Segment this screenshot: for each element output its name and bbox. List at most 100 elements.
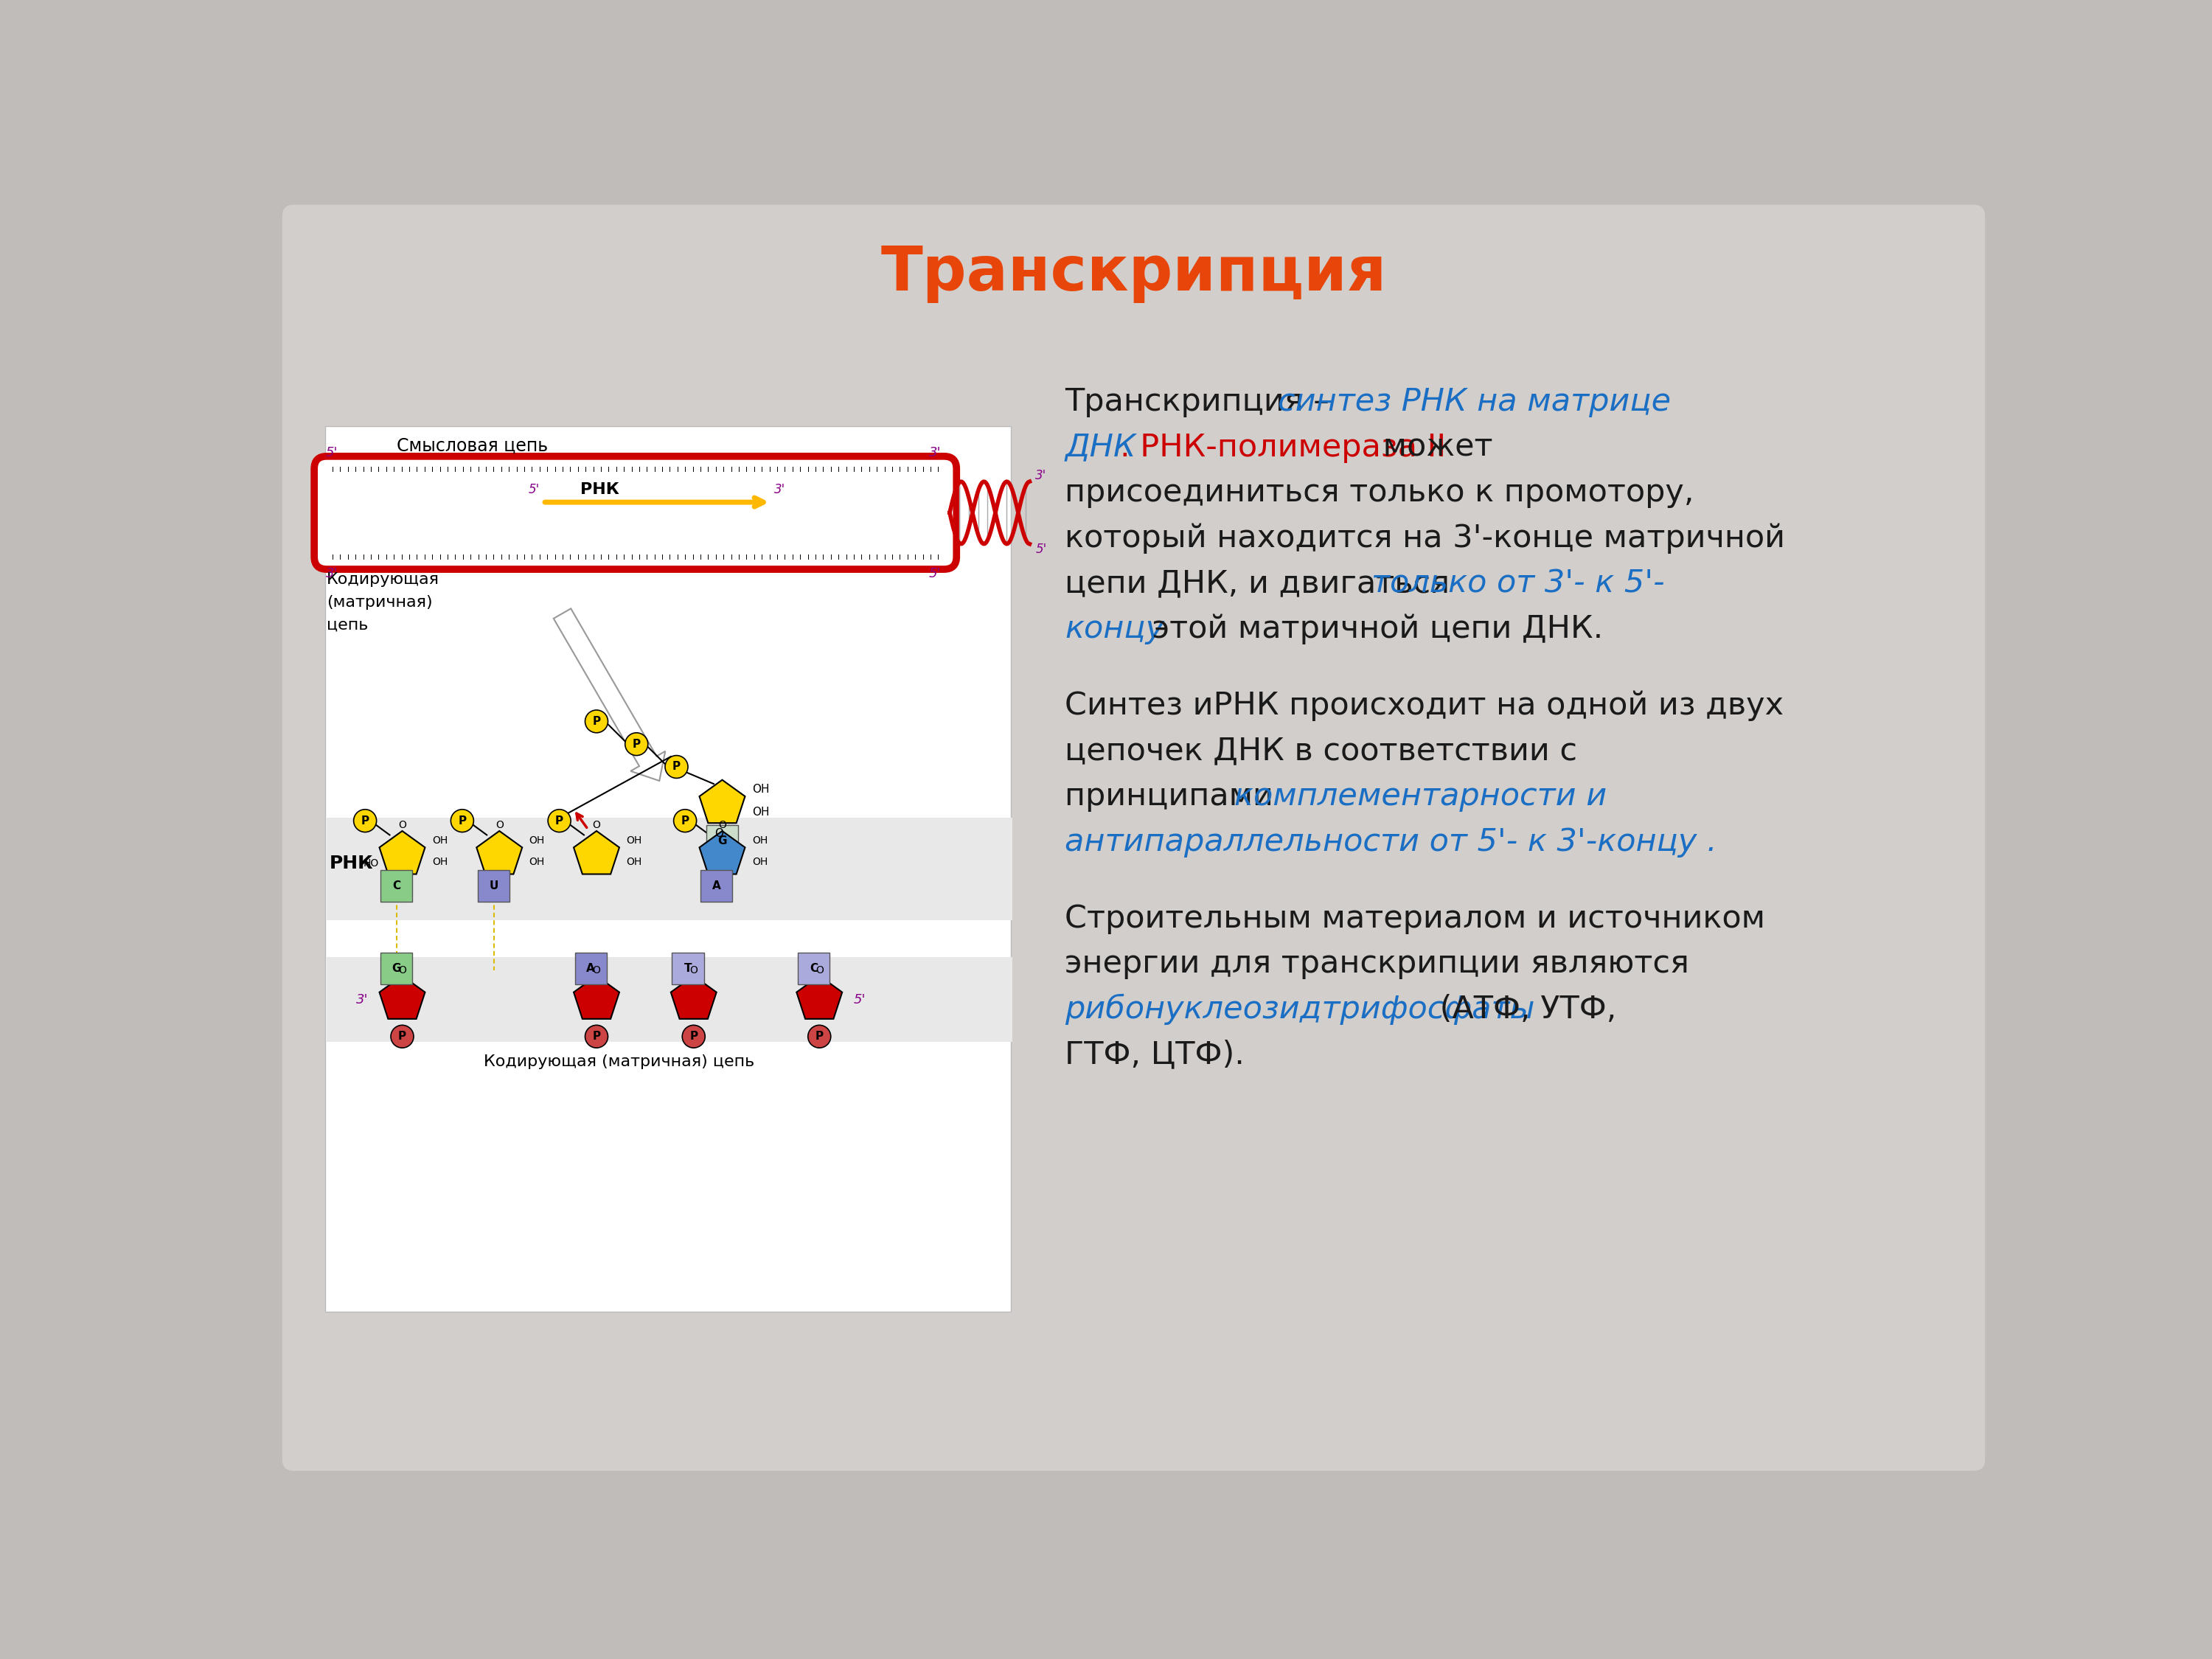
Text: присоединиться только к промотору,: присоединиться только к промотору, [1066, 478, 1694, 508]
Text: 5': 5' [1035, 542, 1046, 556]
Text: 3': 3' [1035, 469, 1046, 483]
Text: OH: OH [752, 856, 768, 866]
FancyArrow shape [553, 609, 666, 781]
Circle shape [681, 1025, 706, 1048]
Text: антипараллельности от 5'- к 3'-концу .: антипараллельности от 5'- к 3'-концу . [1066, 826, 1717, 858]
Text: комплементарности и: комплементарности и [1234, 781, 1608, 811]
Text: O: O [593, 820, 599, 831]
FancyBboxPatch shape [380, 952, 411, 984]
Text: P: P [361, 815, 369, 826]
Text: P: P [398, 1030, 407, 1042]
Polygon shape [476, 831, 522, 874]
Text: рибонуклеозидтрифосфаты: рибонуклеозидтрифосфаты [1066, 994, 1535, 1025]
Text: может: может [1374, 431, 1493, 463]
Text: цепь: цепь [327, 617, 369, 632]
Text: O: O [816, 966, 823, 975]
Text: 5': 5' [929, 567, 940, 581]
Polygon shape [670, 975, 717, 1019]
Circle shape [807, 1025, 832, 1048]
Text: 5': 5' [854, 994, 865, 1007]
Text: O: O [714, 828, 723, 839]
Text: A: A [586, 962, 595, 974]
Circle shape [549, 810, 571, 833]
Circle shape [675, 810, 697, 833]
Text: цепи ДНК, и двигаться: цепи ДНК, и двигаться [1066, 567, 1460, 599]
Text: Транскрипция: Транскрипция [880, 242, 1387, 302]
Text: OH: OH [431, 856, 447, 866]
Text: (АТФ, УТФ,: (АТФ, УТФ, [1429, 994, 1617, 1025]
Text: только от 3'- к 5'-: только от 3'- к 5'- [1371, 567, 1663, 599]
FancyBboxPatch shape [575, 952, 606, 984]
Circle shape [354, 810, 376, 833]
FancyBboxPatch shape [327, 818, 1013, 921]
Circle shape [392, 1025, 414, 1048]
Text: Строительным материалом и источником: Строительным материалом и источником [1066, 902, 1765, 934]
Text: который находится на 3'-конце матричной: который находится на 3'-конце матричной [1066, 523, 1785, 554]
FancyBboxPatch shape [314, 456, 956, 569]
Text: 5': 5' [325, 446, 338, 460]
Text: синтез РНК на матрице: синтез РНК на матрице [1279, 387, 1670, 418]
FancyBboxPatch shape [701, 871, 732, 902]
Text: P: P [816, 1030, 823, 1042]
Text: OH: OH [431, 836, 447, 846]
Polygon shape [573, 831, 619, 874]
Text: концу: концу [1066, 614, 1166, 644]
FancyBboxPatch shape [672, 952, 703, 984]
Text: Синтез иРНК происходит на одной из двух: Синтез иРНК происходит на одной из двух [1066, 690, 1785, 722]
Text: 3': 3' [325, 567, 338, 581]
Text: РНК: РНК [330, 854, 374, 873]
FancyBboxPatch shape [327, 957, 1013, 1042]
FancyBboxPatch shape [706, 825, 739, 856]
Text: T: T [684, 962, 692, 974]
Text: P: P [681, 815, 690, 826]
Text: OH: OH [529, 836, 544, 846]
Text: G: G [717, 834, 728, 846]
Text: цепочек ДНК в соответствии с: цепочек ДНК в соответствии с [1066, 735, 1577, 766]
Text: OH: OH [752, 836, 768, 846]
FancyBboxPatch shape [380, 871, 411, 902]
Text: Кодирующая (матричная) цепь: Кодирующая (матричная) цепь [484, 1055, 754, 1070]
Text: OH: OH [752, 806, 770, 818]
Text: O: O [398, 966, 407, 975]
Circle shape [584, 1025, 608, 1048]
Text: OH: OH [529, 856, 544, 866]
Text: P: P [555, 815, 564, 826]
Text: OH: OH [626, 856, 641, 866]
Text: . РНК-полимераза II: . РНК-полимераза II [1119, 431, 1447, 463]
Text: O: O [690, 966, 697, 975]
Text: P: P [672, 761, 681, 773]
Polygon shape [796, 975, 843, 1019]
Text: 5': 5' [529, 483, 540, 496]
Text: ДНК: ДНК [1066, 431, 1137, 463]
Circle shape [666, 755, 688, 778]
Text: G: G [392, 962, 400, 974]
Text: (матричная): (матричная) [327, 596, 434, 609]
Text: P: P [690, 1030, 697, 1042]
Polygon shape [380, 975, 425, 1019]
Text: OH: OH [626, 836, 641, 846]
Text: 3': 3' [356, 994, 367, 1007]
Text: Транскрипция –: Транскрипция – [1066, 387, 1340, 418]
Polygon shape [380, 831, 425, 874]
Polygon shape [699, 831, 745, 874]
Text: этой матричной цепи ДНК.: этой матричной цепи ДНК. [1141, 614, 1604, 644]
Text: энергии для транскрипции являются: энергии для транскрипции являются [1066, 949, 1690, 979]
Text: P: P [593, 1030, 602, 1042]
FancyBboxPatch shape [325, 426, 1011, 1312]
Circle shape [584, 710, 608, 733]
Text: A: A [712, 881, 721, 891]
FancyBboxPatch shape [478, 871, 509, 902]
Text: O: O [593, 966, 599, 975]
Text: принципами: принципами [1066, 781, 1283, 811]
Text: U: U [489, 881, 498, 891]
Text: O: O [719, 820, 726, 831]
Text: C: C [810, 962, 818, 974]
Text: O: O [495, 820, 504, 831]
Text: P: P [633, 738, 641, 750]
Text: РНК: РНК [580, 483, 619, 498]
Text: O: O [398, 820, 407, 831]
Polygon shape [699, 780, 745, 823]
Text: C: C [392, 881, 400, 891]
Text: 3': 3' [929, 446, 940, 460]
Text: P: P [458, 815, 467, 826]
